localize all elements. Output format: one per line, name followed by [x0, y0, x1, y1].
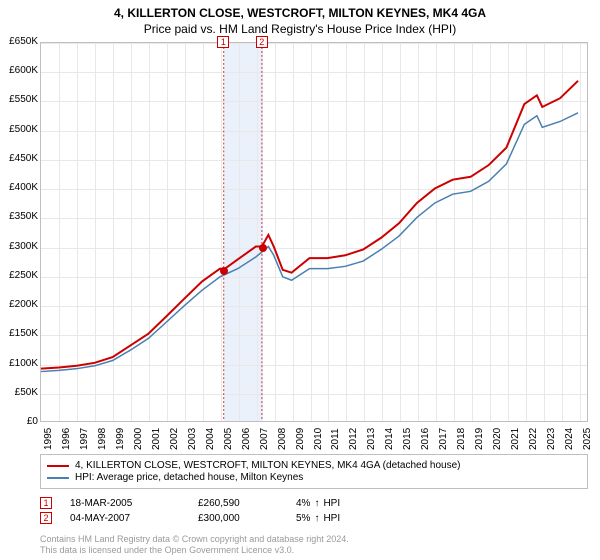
footer-line: Contains HM Land Registry data © Crown c… — [40, 534, 588, 545]
titles: 4, KILLERTON CLOSE, WESTCROFT, MILTON KE… — [0, 0, 600, 36]
y-axis-label: £650K — [2, 36, 38, 47]
x-axis-label: 2015 — [402, 428, 413, 450]
chart-title: 4, KILLERTON CLOSE, WESTCROFT, MILTON KE… — [0, 6, 600, 20]
legend: 4, KILLERTON CLOSE, WESTCROFT, MILTON KE… — [40, 454, 588, 489]
x-axis-label: 2017 — [438, 428, 449, 450]
sale-diff-pct: 5% — [296, 513, 310, 524]
sale-date: 18-MAR-2005 — [70, 498, 180, 509]
plot-area — [40, 42, 588, 422]
x-axis-label: 2011 — [330, 428, 341, 450]
arrow-up-icon: ↑ — [314, 498, 319, 509]
x-axis-label: 2004 — [205, 428, 216, 450]
x-axis-label: 2008 — [277, 428, 288, 450]
x-axis-label: 2010 — [313, 428, 324, 450]
sale-dot — [259, 244, 267, 252]
legend-swatch — [47, 465, 69, 467]
x-axis-label: 2020 — [492, 428, 503, 450]
x-axis-label: 2013 — [366, 428, 377, 450]
y-axis-label: £450K — [2, 153, 38, 164]
y-axis-label: £150K — [2, 328, 38, 339]
y-axis-label: £500K — [2, 124, 38, 135]
x-axis-label: 2021 — [510, 428, 521, 450]
y-axis-label: £300K — [2, 241, 38, 252]
x-axis-label: 2001 — [151, 428, 162, 450]
sale-date: 04-MAY-2007 — [70, 513, 180, 524]
legend-row: 4, KILLERTON CLOSE, WESTCROFT, MILTON KE… — [47, 460, 581, 471]
y-axis-label: £0 — [2, 416, 38, 427]
x-axis-label: 2022 — [528, 428, 539, 450]
sale-diff-label: HPI — [323, 498, 340, 509]
arrow-up-icon: ↑ — [314, 513, 319, 524]
y-axis-label: £250K — [2, 270, 38, 281]
chart-subtitle: Price paid vs. HM Land Registry's House … — [0, 22, 600, 36]
sale-marker-top: 2 — [256, 36, 268, 48]
sale-diff: 5% ↑ HPI — [296, 513, 340, 524]
legend-swatch — [47, 477, 69, 479]
x-axis-label: 2018 — [456, 428, 467, 450]
x-axis-label: 2019 — [474, 428, 485, 450]
y-axis-label: £350K — [2, 211, 38, 222]
sale-diff-label: HPI — [323, 513, 340, 524]
sale-marker-icon: 1 — [40, 497, 52, 509]
x-axis-label: 2000 — [133, 428, 144, 450]
y-axis-label: £100K — [2, 358, 38, 369]
footer: Contains HM Land Registry data © Crown c… — [40, 534, 588, 556]
x-axis-label: 2002 — [169, 428, 180, 450]
sale-row: 2 04-MAY-2007 £300,000 5% ↑ HPI — [40, 512, 588, 524]
x-axis-label: 2025 — [582, 428, 593, 450]
sale-marker-icon: 2 — [40, 512, 52, 524]
x-axis-label: 1999 — [115, 428, 126, 450]
line-svg — [41, 43, 587, 421]
x-axis-label: 1996 — [61, 428, 72, 450]
x-axis-label: 2023 — [546, 428, 557, 450]
x-axis-label: 2005 — [223, 428, 234, 450]
sale-diff: 4% ↑ HPI — [296, 498, 340, 509]
x-axis-label: 2012 — [348, 428, 359, 450]
sale-price: £300,000 — [198, 513, 278, 524]
x-axis-label: 2009 — [295, 428, 306, 450]
y-axis-label: £400K — [2, 182, 38, 193]
y-axis-label: £200K — [2, 299, 38, 310]
y-axis-label: £50K — [2, 387, 38, 398]
sale-dot — [220, 267, 228, 275]
legend-row: HPI: Average price, detached house, Milt… — [47, 472, 581, 483]
legend-label: HPI: Average price, detached house, Milt… — [75, 472, 303, 483]
x-axis-label: 2003 — [187, 428, 198, 450]
sale-row: 1 18-MAR-2005 £260,590 4% ↑ HPI — [40, 497, 588, 509]
x-axis-label: 1995 — [43, 428, 54, 450]
x-axis-label: 2024 — [564, 428, 575, 450]
series-line-hpi — [41, 113, 578, 372]
x-axis-label: 1997 — [79, 428, 90, 450]
x-axis-label: 2006 — [241, 428, 252, 450]
chart-container: 4, KILLERTON CLOSE, WESTCROFT, MILTON KE… — [0, 0, 600, 560]
y-axis-label: £550K — [2, 94, 38, 105]
legend-label: 4, KILLERTON CLOSE, WESTCROFT, MILTON KE… — [75, 460, 461, 471]
y-axis-label: £600K — [2, 65, 38, 76]
sale-marker-top: 1 — [217, 36, 229, 48]
sales-table: 1 18-MAR-2005 £260,590 4% ↑ HPI 2 04-MAY… — [40, 494, 588, 527]
series-line-price_paid — [41, 81, 578, 369]
sale-price: £260,590 — [198, 498, 278, 509]
x-axis-label: 2016 — [420, 428, 431, 450]
sale-diff-pct: 4% — [296, 498, 310, 509]
x-axis-label: 2014 — [384, 428, 395, 450]
x-axis-label: 1998 — [97, 428, 108, 450]
footer-line: This data is licensed under the Open Gov… — [40, 545, 588, 556]
x-axis-label: 2007 — [259, 428, 270, 450]
